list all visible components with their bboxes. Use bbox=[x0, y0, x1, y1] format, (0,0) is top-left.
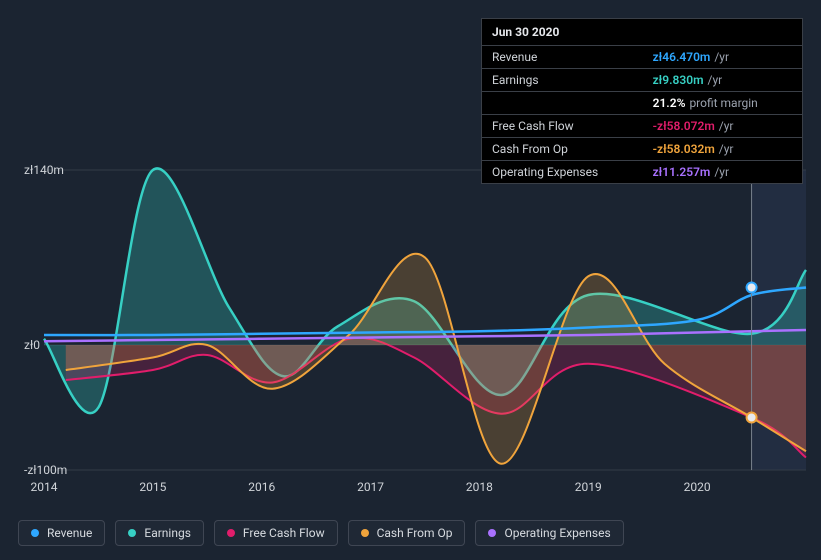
tooltip-value: 21.2% bbox=[653, 96, 686, 110]
chart-tooltip: Jun 30 2020 Revenuezł46.470m/yrEarningsz… bbox=[481, 18, 803, 184]
legend-label: Cash From Op bbox=[377, 526, 453, 540]
tooltip-unit: /yr bbox=[714, 50, 729, 64]
tooltip-value: -zł58.072m bbox=[653, 119, 715, 133]
legend-item-operating_expenses[interactable]: Operating Expenses bbox=[475, 520, 623, 546]
y-tick-label: zł0 bbox=[24, 338, 40, 352]
tooltip-value-cell: -zł58.072m/yr bbox=[643, 115, 802, 138]
legend-label: Operating Expenses bbox=[504, 526, 610, 540]
tooltip-value: zł11.257m bbox=[653, 165, 711, 179]
legend-dot-icon bbox=[128, 529, 136, 537]
legend-dot-icon bbox=[488, 529, 496, 537]
legend: Revenue Earnings Free Cash Flow Cash From O… bbox=[18, 520, 624, 546]
tooltip-label: Cash From Op bbox=[482, 138, 643, 161]
tooltip-row: Cash From Op-zł58.032m/yr bbox=[482, 138, 802, 161]
tooltip-rows: Revenuezł46.470m/yrEarningszł9.830m/yr21… bbox=[482, 46, 802, 183]
x-tick-label: 2015 bbox=[139, 480, 166, 494]
legend-item-cash_from_op[interactable]: Cash From Op bbox=[348, 520, 466, 546]
marker-cash_from_op bbox=[747, 413, 757, 423]
tooltip-value-cell: zł46.470m/yr bbox=[643, 46, 802, 69]
legend-dot-icon bbox=[361, 529, 369, 537]
tooltip-label bbox=[482, 92, 643, 115]
y-axis-labels: -zł100mzł0zł140m bbox=[24, 160, 84, 472]
tooltip-label: Revenue bbox=[482, 46, 643, 69]
tooltip-row: Operating Expenseszł11.257m/yr bbox=[482, 161, 802, 184]
legend-item-revenue[interactable]: Revenue bbox=[18, 520, 105, 546]
tooltip-row: 21.2%profit margin bbox=[482, 92, 802, 115]
x-tick-label: 2017 bbox=[357, 480, 384, 494]
financials-chart-panel: { "chart": { "type": "area-line", "width… bbox=[0, 0, 821, 560]
x-tick-label: 2020 bbox=[684, 480, 711, 494]
tooltip-value-cell: zł11.257m/yr bbox=[643, 161, 802, 184]
tooltip-unit: /yr bbox=[714, 165, 729, 179]
y-tick-label: zł140m bbox=[24, 163, 64, 177]
legend-label: Revenue bbox=[47, 526, 92, 540]
legend-label: Free Cash Flow bbox=[243, 526, 325, 540]
x-tick-label: 2014 bbox=[31, 480, 58, 494]
legend-dot-icon bbox=[31, 529, 39, 537]
tooltip-label: Operating Expenses bbox=[482, 161, 643, 184]
tooltip-unit: /yr bbox=[719, 119, 734, 133]
x-tick-label: 2018 bbox=[466, 480, 493, 494]
tooltip-value: zł9.830m bbox=[653, 73, 704, 87]
x-tick-label: 2019 bbox=[575, 480, 602, 494]
x-axis-labels: 2014201520162017201820192020 bbox=[44, 480, 807, 500]
legend-item-earnings[interactable]: Earnings bbox=[115, 520, 204, 546]
tooltip-unit: /yr bbox=[708, 73, 723, 87]
legend-label: Earnings bbox=[144, 526, 191, 540]
tooltip-unit: profit margin bbox=[689, 96, 757, 110]
tooltip-label: Free Cash Flow bbox=[482, 115, 643, 138]
tooltip-value: -zł58.032m bbox=[653, 142, 715, 156]
tooltip-value-cell: zł9.830m/yr bbox=[643, 69, 802, 92]
tooltip-date: Jun 30 2020 bbox=[482, 19, 802, 46]
tooltip-row: Revenuezł46.470m/yr bbox=[482, 46, 802, 69]
tooltip-row: Free Cash Flow-zł58.072m/yr bbox=[482, 115, 802, 138]
tooltip-value-cell: -zł58.032m/yr bbox=[643, 138, 802, 161]
x-tick-label: 2016 bbox=[248, 480, 275, 494]
tooltip-row: Earningszł9.830m/yr bbox=[482, 69, 802, 92]
tooltip-value-cell: 21.2%profit margin bbox=[643, 92, 802, 115]
y-tick-label: -zł100m bbox=[24, 463, 67, 477]
tooltip-label: Earnings bbox=[482, 69, 643, 92]
tooltip-value: zł46.470m bbox=[653, 50, 711, 64]
tooltip-unit: /yr bbox=[719, 142, 734, 156]
marker-revenue bbox=[747, 283, 757, 293]
legend-item-free_cash_flow[interactable]: Free Cash Flow bbox=[214, 520, 338, 546]
legend-dot-icon bbox=[227, 529, 235, 537]
